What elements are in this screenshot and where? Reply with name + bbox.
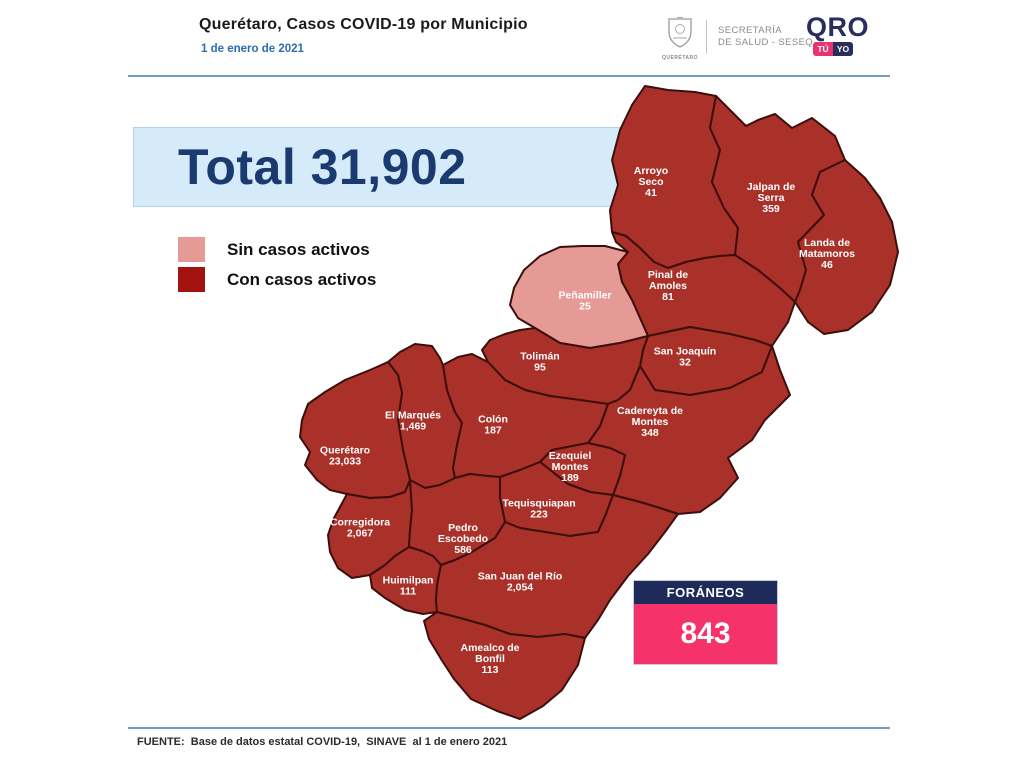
qro-logo-badge: TÚ YO bbox=[813, 42, 853, 56]
page-title: Querétaro, Casos COVID-19 por Municipio bbox=[199, 16, 528, 33]
logo-divider bbox=[706, 20, 707, 54]
qro-logo-text: QRO bbox=[806, 12, 870, 42]
municipality-label-huimilpan: Huimilpan 111 bbox=[383, 575, 434, 598]
legend-swatch-no-active-cases bbox=[178, 237, 205, 262]
foraneos-title: FORÁNEOS bbox=[634, 581, 777, 604]
crest-shield-icon bbox=[668, 17, 692, 48]
municipality-label-penamiller: Peñamiller 25 bbox=[558, 290, 611, 313]
header-rule bbox=[128, 75, 890, 77]
legend-swatch-active-cases bbox=[178, 267, 205, 292]
total-cases-label: Total 31,902 bbox=[178, 139, 467, 195]
qro-tu-yo-logo: QRO TÚ YO bbox=[806, 12, 870, 56]
report-date: 1 de enero de 2021 bbox=[201, 43, 304, 55]
municipality-amealco-de-bonfil bbox=[423, 611, 586, 720]
municipality-label-arroyo-seco: Arroyo Seco 41 bbox=[634, 165, 668, 199]
queretaro-crest-logo: QUERÉTARO bbox=[660, 16, 700, 61]
municipality-label-queretaro: Querétaro 23,033 bbox=[320, 445, 370, 468]
municipality-label-landa-de-matamoros: Landa de Matamoros 46 bbox=[799, 237, 855, 271]
legend-label-no-active-cases: Sin casos activos bbox=[227, 239, 370, 259]
municipality-queretaro bbox=[299, 361, 411, 499]
legend-label-active-cases: Con casos activos bbox=[227, 269, 377, 289]
municipality-san-juan-del-rio bbox=[435, 494, 679, 639]
municipality-label-amealco-de-bonfil: Amealco de Bonfil 113 bbox=[461, 642, 520, 676]
foraneos-value: 843 bbox=[634, 604, 777, 664]
municipality-label-jalpan-de-serra: Jalpan de Serra 359 bbox=[747, 181, 796, 215]
municipality-label-pedro-escobedo: Pedro Escobedo 586 bbox=[438, 522, 488, 556]
municipality-label-corregidora: Corregidora 2,067 bbox=[330, 517, 390, 540]
municipality-label-tequisquiapan: Tequisquiapan 223 bbox=[502, 498, 575, 521]
qro-badge-tu: TÚ bbox=[813, 42, 833, 56]
municipality-label-el-marques: El Marqués 1,469 bbox=[385, 410, 441, 433]
municipality-label-cadereyta-de-montes: Cadereyta de Montes 348 bbox=[617, 405, 683, 439]
secretariat-line2: DE SALUD - SESEQ bbox=[718, 37, 814, 48]
legend-row-active-cases: Con casos activos bbox=[178, 267, 376, 292]
crest-caption: QUERÉTARO bbox=[661, 55, 699, 61]
municipality-label-san-juan-del-rio: San Juan del Río 2,054 bbox=[478, 571, 563, 594]
footer-rule bbox=[128, 727, 890, 729]
qro-badge-yo: YO bbox=[833, 42, 853, 56]
secretariat-label: SECRETARÍA DE SALUD - SESEQ bbox=[718, 25, 813, 49]
map-legend: Sin casos activos Con casos activos bbox=[178, 237, 376, 297]
municipality-label-san-joaquin: San Joaquín 32 bbox=[654, 346, 716, 369]
municipality-label-toliman: Tolimán 95 bbox=[520, 351, 559, 374]
municipality-label-colon: Colón 187 bbox=[478, 414, 508, 437]
foraneos-box: FORÁNEOS 843 bbox=[633, 580, 778, 665]
municipality-label-pinal-de-amoles: Pinal de Amoles 81 bbox=[648, 269, 688, 303]
legend-row-no-active-cases: Sin casos activos bbox=[178, 237, 376, 262]
municipality-huimilpan bbox=[369, 546, 442, 615]
municipality-landa-de-matamoros bbox=[794, 159, 899, 335]
municipality-label-ezequiel-montes: Ezequiel Montes 189 bbox=[549, 450, 592, 484]
secretariat-line1: SECRETARÍA bbox=[718, 25, 783, 36]
total-banner: Total 31,902 bbox=[133, 127, 641, 207]
source-note: FUENTE: Base de datos estatal COVID-19, … bbox=[137, 736, 508, 748]
